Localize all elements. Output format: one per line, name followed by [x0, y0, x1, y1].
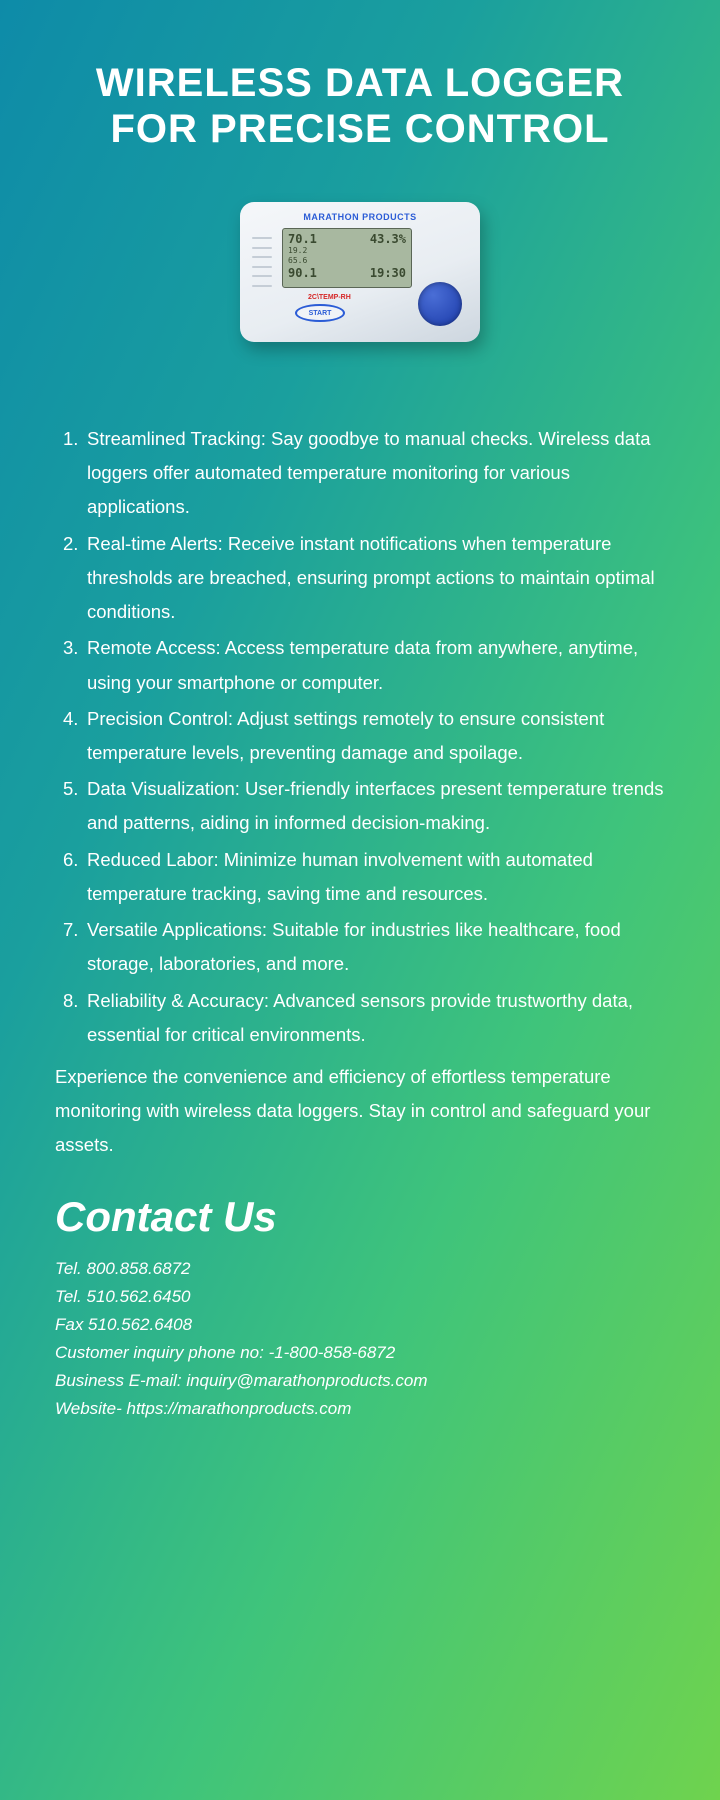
contact-info: Tel. 800.858.6872 Tel. 510.562.6450 Fax …	[55, 1255, 665, 1423]
list-item: Reduced Labor: Minimize human involvemen…	[63, 843, 665, 911]
device-illustration: MARATHON PRODUCTS 70.143.3% 19.2 65.6 90…	[240, 202, 480, 342]
device-screen: 70.143.3% 19.2 65.6 90.119:30	[282, 228, 412, 288]
list-item: Versatile Applications: Suitable for ind…	[63, 913, 665, 981]
contact-line: Business E-mail: inquiry@marathonproduct…	[55, 1367, 665, 1395]
feature-list: Streamlined Tracking: Say goodbye to man…	[63, 422, 665, 1052]
list-item: Streamlined Tracking: Say goodbye to man…	[63, 422, 665, 525]
contact-line: Tel. 510.562.6450	[55, 1283, 665, 1311]
device-start-button: START	[295, 304, 345, 322]
contact-line: Customer inquiry phone no: -1-800-858-68…	[55, 1339, 665, 1367]
list-item: Reliability & Accuracy: Advanced sensors…	[63, 984, 665, 1052]
contact-line: Tel. 800.858.6872	[55, 1255, 665, 1283]
list-item: Data Visualization: User-friendly interf…	[63, 772, 665, 840]
page-title: WIRELESS DATA LOGGER FOR PRECISE CONTROL	[55, 60, 665, 152]
list-item: Remote Access: Access temperature data f…	[63, 631, 665, 699]
list-item: Real-time Alerts: Receive instant notifi…	[63, 527, 665, 630]
contact-heading: Contact Us	[55, 1193, 665, 1241]
device-speaker	[418, 282, 462, 326]
list-item: Precision Control: Adjust settings remot…	[63, 702, 665, 770]
device-model-label: 2C\TEMP-RH	[308, 294, 351, 301]
closing-paragraph: Experience the convenience and efficienc…	[55, 1060, 665, 1163]
device-vents	[252, 237, 272, 287]
product-image-container: MARATHON PRODUCTS 70.143.3% 19.2 65.6 90…	[55, 202, 665, 342]
contact-line: Fax 510.562.6408	[55, 1311, 665, 1339]
contact-line: Website- https://marathonproducts.com	[55, 1395, 665, 1423]
device-brand-label: MARATHON PRODUCTS	[303, 212, 416, 222]
